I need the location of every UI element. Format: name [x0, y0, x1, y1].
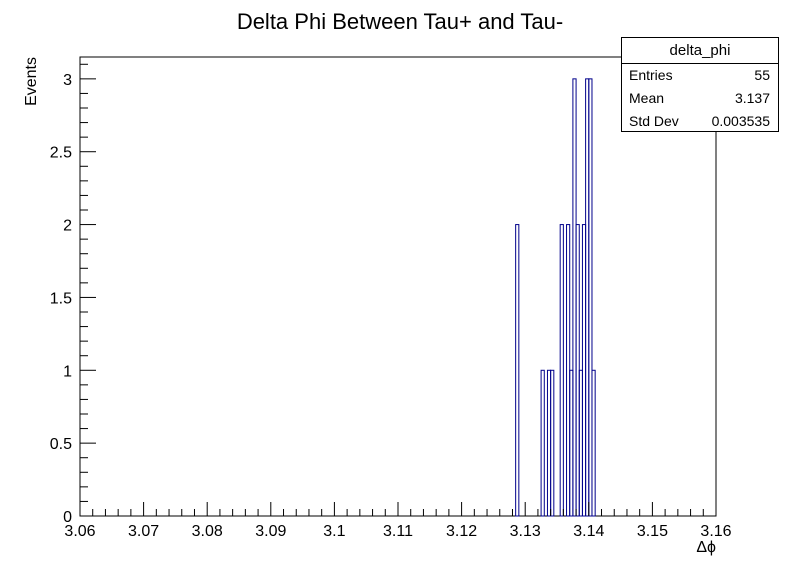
histogram-layer: [515, 78, 596, 517]
stats-title: delta_phi: [622, 38, 778, 64]
x-axis-label: Δϕ: [696, 539, 716, 556]
stats-box: delta_phi Entries 55 Mean 3.137 Std Dev …: [621, 37, 779, 132]
x-tick-label: 3.08: [192, 523, 223, 540]
x-tick-label: 3.15: [637, 523, 668, 540]
histogram-bar: [591, 369, 596, 517]
stats-value: 0.003535: [711, 113, 770, 129]
stats-row-mean: Mean 3.137: [622, 87, 778, 110]
y-tick-label: 2: [63, 218, 72, 235]
histogram-bar: [588, 78, 593, 517]
histogram-bar: [550, 369, 555, 517]
x-tick-label: 3.13: [510, 523, 541, 540]
y-tick-label: 2.5: [50, 145, 72, 162]
y-tick-label: 0: [63, 509, 72, 526]
y-tick-label: 1.5: [50, 290, 72, 307]
x-tick-label: 3.12: [446, 523, 477, 540]
x-axis: 3.06 3.07 3.08 3.09 3.1 3.11 3.12 3.13 3.14 3.15 3…: [64, 502, 732, 540]
y-tick-label: 0.5: [50, 436, 72, 453]
y-tick-label: 3: [63, 72, 72, 89]
x-tick-label: 3.16: [700, 523, 731, 540]
stats-label: Entries: [629, 67, 673, 83]
x-tick-label: 3.14: [573, 523, 604, 540]
y-axis: 0 0.5 1 1.5 2 2.5 3: [50, 63, 96, 526]
histogram-bar: [515, 224, 520, 517]
chart-title: Delta Phi Between Tau+ and Tau-: [237, 9, 563, 34]
stats-row-entries: Entries 55: [622, 64, 778, 87]
stats-value: 3.137: [734, 90, 770, 106]
histogram-bar: [559, 224, 564, 517]
stats-label: Mean: [629, 90, 665, 106]
stats-label: Std Dev: [629, 113, 679, 129]
stats-row-stddev: Std Dev 0.003535: [622, 110, 778, 133]
x-tick-label: 3.07: [128, 523, 159, 540]
x-tick-label: 3.1: [323, 523, 345, 540]
x-tick-label: 3.11: [383, 523, 413, 540]
x-tick-label: 3.09: [255, 523, 286, 540]
stats-value: 55: [754, 67, 770, 83]
y-axis-label: Events: [23, 57, 40, 106]
x-tick-label: 3.06: [64, 523, 95, 540]
y-tick-label: 1: [63, 363, 72, 380]
histogram-bar: [540, 369, 545, 517]
